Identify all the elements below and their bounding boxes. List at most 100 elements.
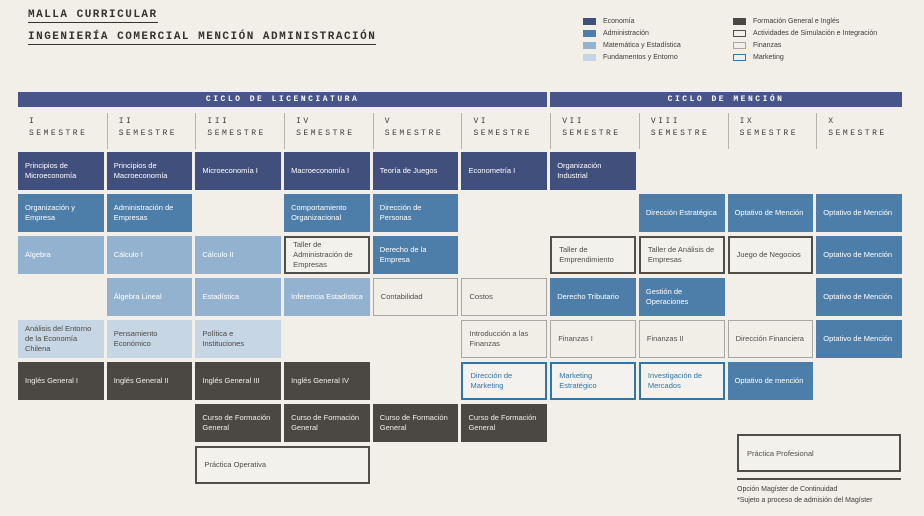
- legend-item-administracion: Administración: [583, 27, 681, 39]
- course-box: Inglés General III: [195, 362, 282, 400]
- course-box: Optativo de Mención: [816, 236, 902, 274]
- course-box: Práctica Operativa: [195, 446, 370, 484]
- course-box: Introducción a las Finanzas: [461, 320, 548, 358]
- semester-header-vii: VII SEMESTRE: [550, 113, 636, 149]
- legend-label-fundamentos: Fundamentos y Entorno: [603, 53, 678, 61]
- course-box: Finanzas II: [638, 320, 725, 358]
- course-practica-profesional: Práctica Profesional: [737, 434, 901, 472]
- course-box: Taller de Administración de Empresas: [284, 236, 370, 274]
- course-box: Dirección Financiera: [727, 320, 814, 358]
- course-box: Álgebra Lineal: [106, 278, 193, 316]
- semester-header-iv: IV SEMESTRE: [284, 113, 370, 149]
- course-box: Microeconomía I: [195, 152, 282, 190]
- legend-item-matematica: Matemática y Estadística: [583, 39, 681, 51]
- semester-word: SEMESTRE: [29, 129, 88, 138]
- legend-swatch-marketing: [733, 53, 746, 61]
- semester-header-v: V SEMESTRE: [372, 113, 459, 149]
- course-box: Investigación de Mercados: [638, 362, 725, 400]
- course-box: Estadística: [195, 278, 282, 316]
- course-box: Gestión de Operaciones: [638, 278, 725, 316]
- course-box: Curso de Formación General: [284, 404, 370, 442]
- legend-item-economia: Economía: [583, 15, 681, 27]
- semester-numeral: V: [384, 117, 393, 126]
- semester-word: SEMESTRE: [473, 129, 532, 138]
- semester-header-x: X SEMESTRE: [816, 113, 902, 149]
- semester-word: SEMESTRE: [118, 129, 178, 138]
- legend-categories-left: Economía Administración Matemática y Estad…: [583, 15, 681, 63]
- semester-numeral: I: [29, 117, 37, 126]
- course-box: Dirección de Personas: [372, 194, 459, 232]
- cycle-header-row: CICLO DE LICENCIATURA CICLO DE MENCIÓN: [18, 92, 902, 107]
- legend-item-finanzas: Finanzas: [733, 39, 877, 51]
- course-box: Curso de Formación General: [461, 404, 548, 442]
- semester-word: SEMESTRE: [739, 129, 798, 138]
- course-box: Marketing Estratégico: [550, 362, 636, 400]
- semester-header-vi: VI SEMESTRE: [461, 113, 547, 149]
- legend-label-marketing: Marketing: [753, 53, 784, 61]
- legend-label-matematica: Matemática y Estadística: [603, 41, 681, 49]
- legend-swatch-economia: [583, 17, 596, 25]
- course-box: Inglés General IV: [284, 362, 370, 400]
- semester-header-viii: VIII SEMESTRE: [638, 113, 725, 149]
- semester-header-iii: III SEMESTRE: [195, 113, 281, 149]
- course-box: Dirección Estratégica: [638, 194, 725, 232]
- course-box: Optativo de mención: [727, 362, 814, 400]
- page-subtitle: INGENIERÍA COMERCIAL MENCIÓN ADMINISTRAC…: [28, 31, 377, 45]
- course-box: Curso de Formación General: [372, 404, 459, 442]
- course-box: Cálculo II: [195, 236, 282, 274]
- semester-word: SEMESTRE: [828, 129, 887, 138]
- semester-word: SEMESTRE: [562, 129, 621, 138]
- semester-numeral: VI: [473, 117, 489, 126]
- legend-label-economia: Economía: [603, 17, 635, 25]
- legend-item-marketing: Marketing: [733, 51, 877, 63]
- course-box: Organización y Empresa: [18, 194, 104, 232]
- cycle-bar-1: CICLO DE LICENCIATURA: [18, 92, 548, 107]
- legend-swatch-fundamentos: [583, 53, 596, 61]
- course-grid: Principios de Microeconomía Organización …: [18, 152, 902, 484]
- course-box: Contabilidad: [372, 278, 459, 316]
- course-box: Comportamiento Organizacional: [284, 194, 370, 232]
- course-box: Teoría de Juegos: [372, 152, 459, 190]
- legend-label-formacion: Formación General e Inglés: [753, 17, 840, 25]
- course-box: Política e Instituciones: [195, 320, 282, 358]
- legend-swatch-administracion: [583, 29, 596, 37]
- course-box: Optativo de Mención: [816, 194, 902, 232]
- course-box: Curso de Formación General: [195, 404, 282, 442]
- semester-numeral: IV: [296, 117, 311, 126]
- magister-note-line2: *Sujeto a proceso de admisión del Magíst…: [737, 496, 873, 504]
- course-box: Taller de Emprendimiento: [550, 236, 636, 274]
- course-box: Dirección de Marketing: [461, 362, 548, 400]
- page-title: MALLA CURRICULAR: [28, 9, 158, 23]
- course-box: Organización Industrial: [550, 152, 636, 190]
- semester-numeral: II: [118, 117, 134, 126]
- magister-note-line1: Opción Magíster de Continuidad: [737, 486, 838, 493]
- course-box: Macroeconomía I: [284, 152, 370, 190]
- course-box: Finanzas I: [550, 320, 636, 358]
- course-box: Administración de Empresas: [106, 194, 193, 232]
- course-box: Derecho Tributario: [550, 278, 636, 316]
- legend-label-finanzas: Finanzas: [753, 41, 782, 49]
- course-box: Análisis del Entorno de la Economía Chil…: [18, 320, 104, 358]
- legend-item-actividades: Actividades de Simulación e Integración: [733, 27, 877, 39]
- semester-header-ii: II SEMESTRE: [106, 113, 193, 149]
- course-box: Inglés General II: [106, 362, 193, 400]
- course-box: Álgebra: [18, 236, 104, 274]
- semester-word: SEMESTRE: [384, 129, 444, 138]
- course-box: Pensamiento Económico: [106, 320, 193, 358]
- course-box: Optativo de Mención: [727, 194, 814, 232]
- legend-item-formacion: Formación General e Inglés: [733, 15, 877, 27]
- semester-word: SEMESTRE: [296, 129, 355, 138]
- course-box: Derecho de la Empresa: [372, 236, 459, 274]
- semester-header-i: I SEMESTRE: [18, 113, 104, 149]
- semester-header-ix: IX SEMESTRE: [727, 113, 814, 149]
- course-box: Inglés General I: [18, 362, 104, 400]
- course-box: Optativo de Mención: [816, 278, 902, 316]
- page-header: MALLA CURRICULAR INGENIERÍA COMERCIAL ME…: [28, 4, 377, 48]
- legend-label-administracion: Administración: [603, 29, 649, 37]
- course-box: Costos: [461, 278, 548, 316]
- semester-numeral: III: [207, 117, 230, 126]
- magister-note: Opción Magíster de Continuidad *Sujeto a…: [737, 485, 872, 507]
- legend-swatch-matematica: [583, 41, 596, 49]
- legend-swatch-finanzas: [733, 41, 746, 49]
